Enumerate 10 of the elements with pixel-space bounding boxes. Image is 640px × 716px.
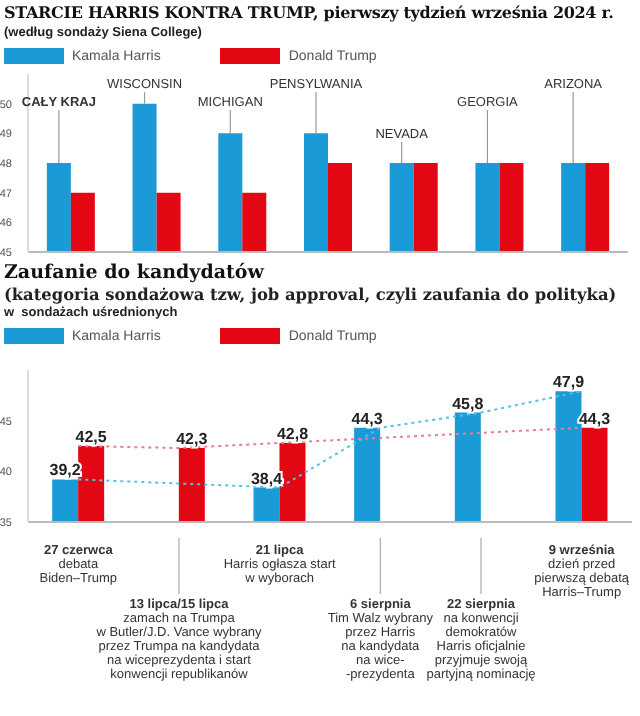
data-label: 47,9 <box>552 373 586 392</box>
line-series <box>77 426 583 450</box>
data-label: 42,8 <box>276 424 310 443</box>
chart-title: STARCIE HARRIS KONTRA TRUMP, pierwszy tydzień września 2024 r. <box>4 2 616 24</box>
data-label: 42,5 <box>75 428 108 446</box>
data-label: 45,8 <box>452 394 485 413</box>
line-series <box>77 390 583 489</box>
chart-title: Zaufanie do kandydatów <box>4 262 267 284</box>
data-label: 44,3 <box>351 409 384 428</box>
data-label: 42,3 <box>176 430 209 449</box>
